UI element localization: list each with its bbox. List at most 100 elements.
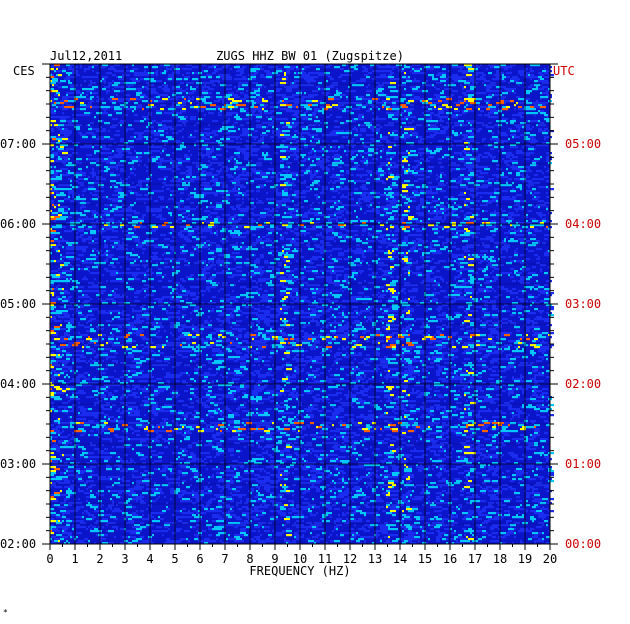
spectrogram-cell [274, 240, 278, 243]
spectrogram-cell [270, 106, 274, 109]
spectrogram-cell [524, 68, 528, 71]
spectrogram-cell [214, 66, 216, 69]
spectrogram-cell [154, 150, 160, 153]
spectrogram-cell [404, 244, 406, 247]
spectrogram-cell [354, 162, 358, 165]
spectrogram-cell [464, 200, 470, 203]
spectrogram-cell [302, 68, 304, 71]
spectrogram-cell [240, 224, 244, 227]
spectrogram-cell [506, 134, 508, 137]
spectrogram-cell [424, 146, 428, 149]
spectrogram-cell [360, 78, 364, 81]
spectrogram-cell [182, 184, 186, 187]
spectrogram-cell [380, 214, 384, 217]
spectrogram-cell [250, 164, 256, 167]
spectrogram-cell [214, 224, 218, 227]
spectrogram-cell [120, 180, 124, 183]
spectrogram-cell [84, 144, 86, 147]
spectrogram-cell [366, 98, 368, 101]
spectrogram-cell [184, 216, 188, 219]
spectrogram-cell [270, 84, 276, 87]
spectrogram-cell [218, 220, 224, 223]
spectrogram-cell [336, 82, 338, 85]
spectrogram-cell [394, 138, 398, 141]
spectrogram-cell [516, 210, 518, 213]
spectrogram-cell [336, 188, 340, 191]
spectrogram-cell [408, 218, 412, 221]
spectrogram-cell [468, 182, 474, 185]
spectrogram-cell [50, 98, 54, 101]
spectrogram-cell [548, 228, 550, 231]
spectrogram-cell [302, 128, 308, 131]
spectrogram-cell [296, 210, 298, 213]
spectrogram-cell [400, 220, 404, 223]
spectrogram-cell [186, 154, 188, 157]
spectrogram-cell [348, 180, 354, 183]
spectrogram-cell [146, 106, 152, 109]
spectrogram-cell [150, 88, 156, 91]
spectrogram-cell [256, 94, 260, 97]
spectrogram-cell [436, 82, 442, 85]
spectrogram-cell [180, 90, 182, 93]
spectrogram-cell [204, 154, 210, 157]
spectrogram-cell [242, 152, 246, 155]
spectrogram-cell [126, 194, 128, 197]
spectrogram-cell [388, 122, 394, 125]
spectrogram-cell [120, 224, 124, 227]
spectrogram-cell [250, 226, 256, 229]
spectrogram-cell [314, 150, 316, 153]
spectrogram-cell [468, 76, 470, 79]
spectrogram-cell [338, 148, 340, 151]
spectrogram-cell [362, 162, 364, 165]
spectrogram-cell [380, 74, 386, 77]
spectrogram-cell [366, 210, 370, 213]
spectrogram-cell [254, 148, 260, 151]
spectrogram-cell [536, 196, 540, 199]
spectrogram-cell [408, 250, 410, 253]
spectrogram-cell [96, 64, 98, 67]
spectrogram-cell [106, 228, 108, 231]
spectrogram-cell [320, 248, 326, 251]
spectrogram-cell [102, 170, 104, 173]
spectrogram-cell [394, 218, 398, 221]
spectrogram-cell [384, 106, 386, 109]
spectrogram-cell [418, 214, 420, 217]
spectrogram-cell [202, 96, 204, 99]
spectrogram-cell [398, 222, 400, 225]
spectrogram-cell [148, 130, 154, 133]
spectrogram-cell [202, 86, 204, 89]
spectrogram-cell [400, 100, 404, 103]
spectrogram-cell [302, 118, 308, 121]
spectrogram-cell [434, 210, 436, 213]
spectrogram-cell [290, 100, 294, 103]
spectrogram-cell [72, 194, 76, 197]
spectrogram-cell [328, 218, 334, 221]
spectrogram-cell [462, 86, 464, 89]
spectrogram-cell [520, 178, 526, 181]
spectrogram-cell [430, 246, 432, 249]
spectrogram-cell [424, 186, 428, 189]
spectrogram-cell [276, 78, 280, 81]
spectrogram-cell [380, 162, 386, 165]
spectrogram-cell [402, 240, 408, 243]
spectrogram-cell [200, 140, 204, 143]
spectrogram-cell [378, 84, 384, 87]
spectrogram-cell [486, 88, 490, 91]
spectrogram-cell [464, 246, 468, 249]
spectrogram-cell [528, 136, 530, 139]
spectrogram-cell [344, 150, 346, 153]
spectrogram-cell [314, 154, 316, 157]
spectrogram-cell [236, 154, 240, 157]
spectrogram-cell [486, 184, 492, 187]
spectrogram-cell [456, 248, 460, 251]
spectrogram-cell [286, 212, 290, 215]
spectrogram-cell [344, 218, 346, 221]
spectrogram-cell [126, 88, 130, 91]
spectrogram-cell [386, 222, 388, 225]
spectrogram-cell [454, 198, 458, 201]
spectrogram-cell [488, 64, 494, 67]
spectrogram-cell [208, 124, 210, 127]
spectrogram-cell [60, 102, 64, 105]
spectrogram-cell [528, 148, 534, 151]
spectrogram-cell [178, 178, 182, 181]
